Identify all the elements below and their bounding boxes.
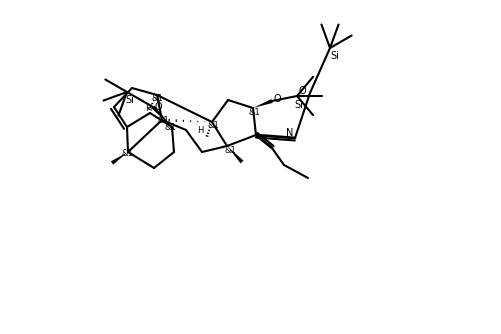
Polygon shape <box>253 99 273 108</box>
Text: &1: &1 <box>224 146 236 155</box>
Polygon shape <box>227 146 243 163</box>
Text: &1: &1 <box>164 123 176 132</box>
Text: O: O <box>154 102 162 112</box>
Text: &1: &1 <box>207 121 219 130</box>
Text: Si: Si <box>295 100 304 110</box>
Polygon shape <box>151 106 172 127</box>
Text: Si: Si <box>126 95 134 105</box>
Text: &1: &1 <box>157 116 169 125</box>
Text: H: H <box>197 126 203 135</box>
Text: &1: &1 <box>121 149 133 158</box>
Text: O: O <box>298 86 306 96</box>
Text: H: H <box>145 104 151 113</box>
Polygon shape <box>111 152 128 165</box>
Text: N: N <box>286 128 294 138</box>
Text: Si: Si <box>331 51 340 61</box>
Text: O: O <box>273 94 281 104</box>
Text: &1: &1 <box>248 108 260 117</box>
Text: &1: &1 <box>151 94 163 103</box>
